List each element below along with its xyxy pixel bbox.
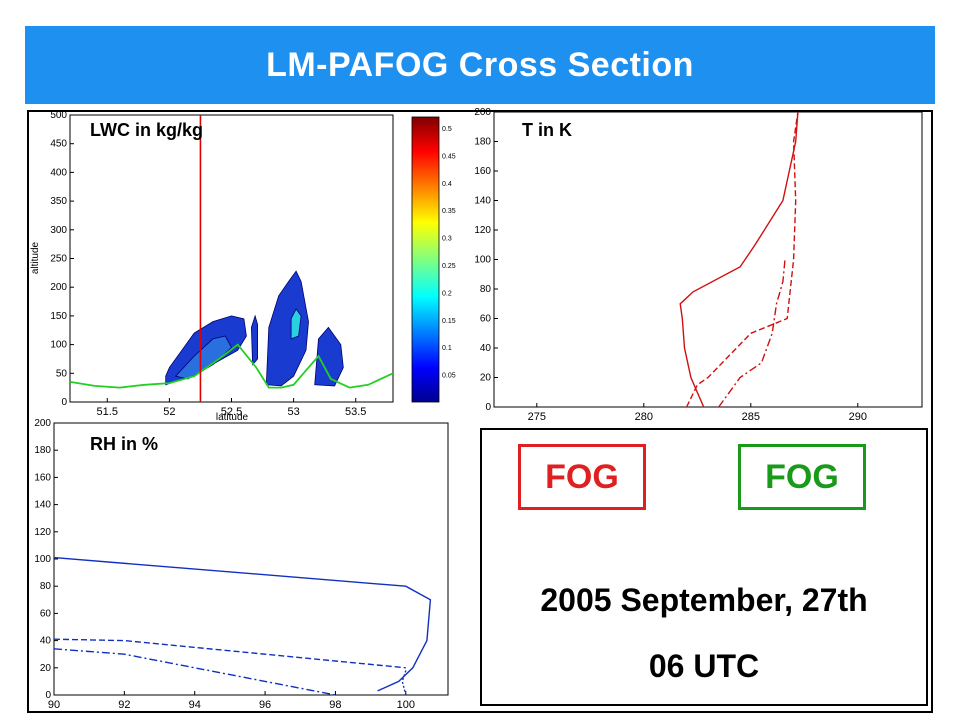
rh-ytick-label: 140	[34, 500, 51, 511]
lwc-ytick-label: 500	[50, 110, 67, 121]
rh-ytick-label: 180	[34, 445, 51, 456]
rh-series-2	[53, 648, 336, 696]
t-ytick-label: 60	[480, 314, 492, 325]
rh-ytick-label: 0	[45, 690, 51, 701]
time-text: 06 UTC	[648, 648, 760, 684]
page-title: LM-PAFOG Cross Section	[266, 46, 694, 84]
lwc-ytick-label: 200	[50, 282, 67, 293]
rh-xtick-label: 100	[397, 699, 415, 711]
colorbar-tick-label: 0.3	[442, 236, 452, 243]
lwc-ytick-label: 350	[50, 196, 67, 207]
t-ytick-label: 120	[474, 225, 491, 236]
colorbar-tick-label: 0.35	[442, 208, 456, 215]
lwc-xtick-label: 52.5	[221, 406, 242, 418]
fog-badge-green: FOG	[738, 444, 866, 510]
t-ytick-label: 160	[474, 166, 491, 177]
rh-xtick-label: 96	[259, 699, 271, 711]
rh-xtick-label: 98	[329, 699, 341, 711]
lwc-xtick-label: 52	[163, 406, 175, 418]
t-label: T in K	[522, 120, 572, 140]
colorbar-tick-label: 0.15	[442, 318, 456, 325]
rh-series-3	[401, 670, 407, 696]
t-ytick-label: 200	[474, 107, 491, 118]
lwc-terrain-line	[69, 343, 394, 389]
lwc-axes-box	[69, 114, 394, 403]
rh-label: RH in %	[90, 434, 159, 454]
colorbar-tick-label: 0.45	[442, 153, 456, 160]
lwc-ytick-label: 50	[56, 368, 68, 379]
rh-ytick-label: 40	[40, 636, 52, 647]
rh-axes-box	[53, 422, 449, 696]
lwc-colorbar: 0.05 0.1 0.15 0.2 0.25 0.3 0.35 0.4 0.45 0.5	[411, 116, 456, 403]
lwc-xlabel: latitude	[216, 412, 249, 423]
lwc-cloud-right	[314, 326, 344, 387]
rh-xtick-label: 90	[48, 699, 60, 711]
t-ytick-label: 20	[480, 373, 492, 384]
colorbar-scale	[411, 116, 440, 403]
t-series-1	[685, 111, 799, 408]
rh-ytick-label: 20	[40, 663, 52, 674]
colorbar-tick-label: 0.1	[442, 345, 452, 352]
rh-xtick-label: 94	[189, 699, 201, 711]
rh-ytick-label: 100	[34, 554, 51, 565]
rh-ytick-label: 60	[40, 608, 52, 619]
lwc-label: LWC in kg/kg	[90, 120, 204, 140]
date-text: 2005 September, 27th	[540, 582, 868, 618]
lwc-ylabel: altitude	[30, 241, 41, 274]
lwc-ytick-label: 150	[50, 311, 67, 322]
lwc-ytick-label: 300	[50, 225, 67, 236]
t-series-0	[679, 111, 799, 408]
t-xtick-label: 275	[528, 411, 546, 423]
t-ytick-label: 140	[474, 196, 491, 207]
colorbar-tick-label: 0.4	[442, 181, 452, 188]
fog-badge-red: FOG	[518, 444, 646, 510]
title-banner	[25, 26, 935, 104]
t-xtick-label: 280	[635, 411, 653, 423]
lwc-cloud-main-core	[290, 308, 302, 340]
lwc-ytick-label: 450	[50, 139, 67, 150]
lwc-chart: 51.5 52 52.5 53 53.5 0 50 100 150 200 250 300 350 400…	[30, 110, 394, 423]
rh-chart: 90 92 94 96 98 100 0 20 40 60 80 100 120 140 160 180 200	[34, 418, 449, 711]
lwc-xtick-label: 53.5	[345, 406, 366, 418]
t-axes-box	[493, 111, 923, 408]
lwc-ytick-label: 0	[61, 397, 67, 408]
rh-series-1	[53, 638, 406, 669]
lwc-ytick-label: 250	[50, 254, 67, 265]
colorbar-tick-label: 0.25	[442, 263, 456, 270]
rh-xtick-label: 92	[118, 699, 130, 711]
t-xtick-label: 290	[849, 411, 867, 423]
rh-ytick-label: 200	[34, 418, 51, 429]
t-ytick-label: 0	[485, 402, 491, 413]
colorbar-tick-label: 0.05	[442, 373, 456, 380]
lwc-cloud-main	[265, 270, 309, 387]
colorbar-tick-label: 0.5	[442, 126, 452, 133]
t-series-2	[718, 259, 786, 408]
lwc-xtick-label: 51.5	[97, 406, 118, 418]
figure-frame	[27, 110, 933, 713]
temperature-chart: 275 280 285 290 0 20 40 60 80 100 120 140 160 180 200	[474, 107, 923, 423]
rh-ytick-label: 80	[40, 581, 52, 592]
lwc-cloud-narrow	[250, 314, 258, 366]
info-box: FOG FOG 2005 September, 27th 06 UTC	[480, 428, 928, 706]
rh-series-0	[53, 556, 432, 692]
rh-ytick-label: 120	[34, 527, 51, 538]
t-ytick-label: 80	[480, 284, 492, 295]
lwc-ytick-label: 400	[50, 167, 67, 178]
t-ytick-label: 180	[474, 137, 491, 148]
lwc-ytick-label: 100	[50, 340, 67, 351]
t-ytick-label: 40	[480, 343, 492, 354]
lwc-xtick-label: 53	[287, 406, 299, 418]
t-ytick-label: 100	[474, 255, 491, 266]
rh-ytick-label: 160	[34, 472, 51, 483]
t-xtick-label: 285	[742, 411, 760, 423]
colorbar-tick-label: 0.2	[442, 290, 452, 297]
